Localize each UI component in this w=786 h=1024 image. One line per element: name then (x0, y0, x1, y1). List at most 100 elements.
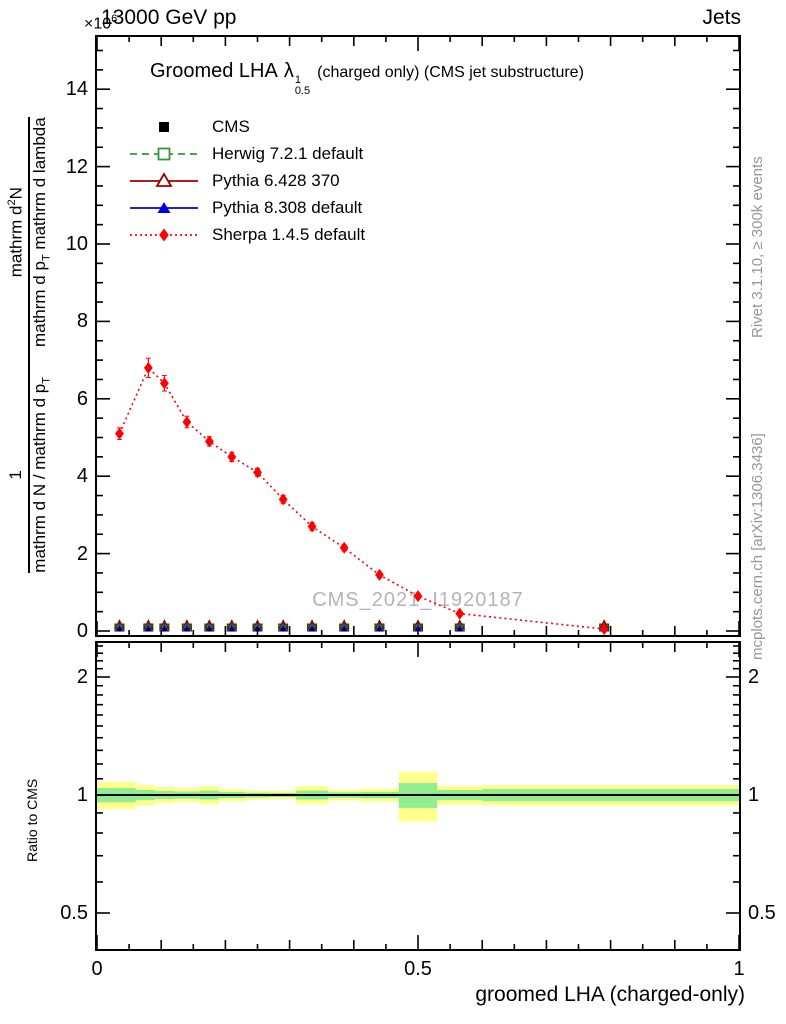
legend-symbol (130, 201, 198, 213)
legend-label: Sherpa 1.4.5 default (212, 224, 366, 244)
x-axis-tick-label: 1 (733, 958, 745, 980)
y-axis-tick-label: 12 (65, 155, 88, 178)
y-scale-exponent: ×106 (84, 13, 117, 33)
y-axis-tick-label: 4 (76, 465, 88, 488)
cms-marker (146, 628, 150, 632)
pythia8-marker (205, 624, 214, 632)
mcplots-reference-note: mcplots.cern.ch [arXiv:1306.3436] (749, 433, 766, 660)
sherpa-marker (599, 623, 609, 635)
y-axis-tick-label: 10 (65, 233, 88, 255)
sherpa-marker (375, 568, 384, 581)
legend-symbol (130, 147, 198, 160)
pythia8-marker (253, 624, 262, 632)
ratio-tick-label-right: 2 (748, 666, 760, 688)
main-plot-canvas (97, 37, 739, 635)
y-axis-tick-label: 0 (76, 620, 88, 642)
legend-label: Pythia 6.428 370 (212, 170, 340, 190)
legend-symbol (130, 171, 198, 187)
lambda-sup: 1 (294, 74, 301, 86)
y-axis-frac-num2: mathrm d2N (6, 117, 31, 378)
plot-title-prefix: Groomed LHA (150, 60, 278, 82)
cms-marker (342, 628, 346, 632)
pythia8-marker (308, 624, 317, 632)
pythia8-marker (227, 624, 236, 632)
legend-item: Pythia 6.428 370 (128, 167, 365, 194)
square-open-icon (157, 147, 171, 160)
sherpa-marker (339, 541, 349, 554)
ratio-tick-label-left: 0.5 (60, 902, 88, 924)
pythia8-marker (144, 624, 153, 632)
cms-marker (117, 628, 121, 632)
beam-energy-label: 13000 GeV pp (101, 6, 237, 29)
main-plot-panel: CMS_2021_I1920187 (95, 35, 741, 637)
legend-item: CMS (128, 113, 365, 140)
pythia8-marker (115, 624, 124, 632)
lambda-exponents: 1 0.5 (295, 75, 310, 97)
lambda-symbol: λ (283, 60, 294, 82)
x-axis-tick-label: 0 (91, 958, 103, 980)
pythia8-marker (340, 624, 349, 632)
sherpa-marker (115, 427, 124, 440)
x-axis-title: groomed LHA (charged-only) (475, 983, 745, 1006)
y-axis-frac-num1: 1 (6, 377, 31, 573)
sherpa-line (118, 366, 605, 630)
cms-marker (162, 628, 166, 632)
diamond-filled-icon (159, 228, 169, 241)
legend-symbol (159, 121, 169, 132)
legend-item: Pythia 8.308 default (128, 194, 365, 221)
pythia8-marker (375, 624, 384, 632)
pythia8-marker (414, 624, 422, 632)
y-scale-base: ×10 (84, 15, 112, 33)
cms-marker (230, 628, 234, 632)
cms-marker (377, 628, 381, 632)
legend-item: Sherpa 1.4.5 default (128, 221, 365, 248)
y-axis-tick-label: 2 (76, 542, 88, 565)
legend-item: Herwig 7.2.1 default (128, 140, 365, 167)
rivet-version-note: Rivet 3.1.10, ≥ 300k events (749, 156, 766, 338)
sherpa-marker (227, 450, 237, 463)
x-axis-tick-label: 0.5 (404, 958, 432, 980)
y-axis-tick-label: 6 (76, 387, 88, 410)
ratio-tick-label-right: 1 (748, 784, 760, 806)
analysis-region-label: Jets (702, 6, 741, 29)
legend-label: Herwig 7.2.1 default (212, 143, 364, 163)
cms-marker (310, 628, 314, 632)
ratio-tick-label-right: 0.5 (748, 902, 776, 924)
ratio-plot-panel (95, 641, 741, 951)
y-scale-power: 6 (111, 13, 118, 25)
ratio-plot-canvas (97, 643, 739, 949)
legend-symbol (130, 228, 198, 241)
legend-label: Pythia 8.308 default (212, 197, 363, 217)
pythia8-marker (182, 624, 191, 632)
triangle-open-icon (155, 171, 173, 187)
sherpa-marker (143, 361, 153, 374)
sherpa-marker (307, 520, 317, 533)
pythia8-marker (279, 624, 288, 632)
sherpa-marker (253, 466, 262, 479)
cms-marker (185, 628, 189, 632)
sherpa-marker (278, 493, 288, 506)
sherpa-marker (455, 607, 465, 620)
cms-marker (207, 628, 211, 632)
sherpa-marker (160, 377, 169, 390)
plot-title-suffix: (charged only) (CMS jet substructure) (317, 64, 584, 81)
legend-label: CMS (212, 116, 250, 136)
pythia8-marker (455, 624, 464, 632)
legend: CMS Herwig 7.2.1 default Pythia 6.428 370 P… (128, 113, 365, 248)
square-filled-icon (159, 121, 169, 132)
sherpa-marker (182, 416, 192, 429)
pythia8-marker (160, 624, 169, 632)
cms-marker (281, 628, 285, 632)
triangle-filled-icon (157, 201, 171, 213)
lambda-sub: 0.5 (294, 85, 311, 97)
ratio-tick-label-left: 1 (76, 784, 88, 806)
sherpa-marker (204, 435, 214, 448)
plot-title: Groomed LHA λ 1 0.5 (charged only) (CMS jet … (150, 60, 584, 97)
sherpa-marker (413, 590, 423, 603)
y-axis-tick-label: 8 (76, 310, 88, 333)
ratio-tick-label-left: 2 (76, 666, 88, 688)
cms-marker (458, 628, 462, 632)
cms-marker (256, 628, 259, 632)
y-axis-tick-label: 14 (65, 78, 88, 101)
